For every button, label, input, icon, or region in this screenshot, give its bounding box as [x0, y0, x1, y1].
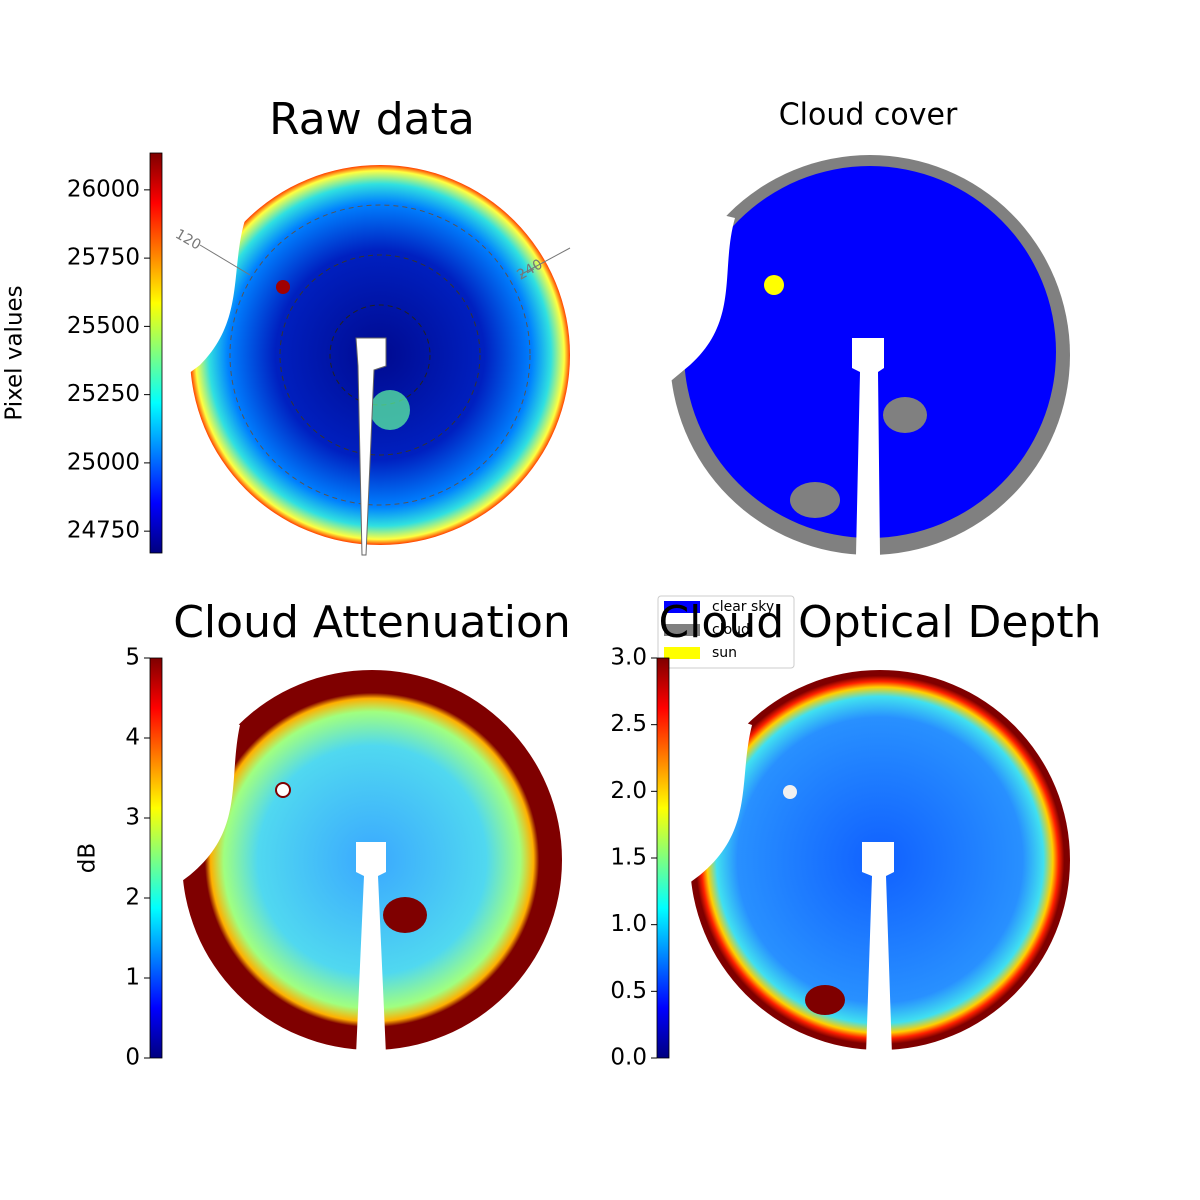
colorbar-tick-label: 25250 — [67, 381, 140, 407]
colorbar-tick-label: 1.5 — [610, 845, 647, 871]
colorbar-tick-label: 0.0 — [610, 1045, 647, 1071]
colorbar-tick-label: 1 — [125, 965, 140, 991]
colorbar-tick-label: 26000 — [67, 176, 140, 202]
colorbar-tick-label: 24750 — [67, 518, 140, 544]
colorbar-tick-label: 4 — [125, 725, 140, 751]
chart-title: Cloud Optical Depth — [658, 597, 1101, 648]
legend-label: cloud — [712, 622, 750, 638]
cod-image — [680, 670, 1070, 1055]
colorbar-tick-label: 25000 — [67, 449, 140, 475]
raw-image — [180, 165, 571, 556]
colorbar-label: dB — [75, 843, 101, 873]
legend-label: sun — [712, 645, 737, 661]
colorbar-tick-label: 2 — [125, 885, 140, 911]
colorbar-tick-label: 2.0 — [610, 778, 647, 804]
colorbar — [149, 152, 163, 554]
legend-swatch — [664, 647, 700, 659]
colorbar-tick-label: 3.0 — [610, 645, 647, 671]
colorbar-tick-label: 25750 — [67, 245, 140, 271]
colorbar — [656, 657, 670, 1059]
colorbar-tick-label: 25500 — [67, 313, 140, 339]
colorbar-tick-label: 0.5 — [610, 978, 647, 1004]
colorbar-label: Pixel values — [2, 285, 28, 420]
legend-label: clear sky — [712, 599, 774, 615]
legend-swatch — [664, 601, 700, 613]
chart-title: Cloud cover — [779, 98, 958, 133]
colorbar-tick-label: 1.0 — [610, 911, 647, 937]
colorbar-tick-label: 0 — [125, 1045, 140, 1071]
legend: clear sky cloud sun — [657, 595, 795, 669]
chart-title: Cloud Attenuation — [173, 597, 571, 648]
colorbar — [149, 657, 163, 1059]
colorbar-tick-label: 5 — [125, 645, 140, 671]
chart-title: Raw data — [269, 94, 475, 145]
colorbar-tick-label: 3 — [125, 805, 140, 831]
attenuation-image — [170, 670, 562, 1055]
cloud-image — [660, 155, 1070, 555]
colorbar-tick-label: 2.5 — [610, 711, 647, 737]
legend-swatch — [664, 624, 700, 636]
